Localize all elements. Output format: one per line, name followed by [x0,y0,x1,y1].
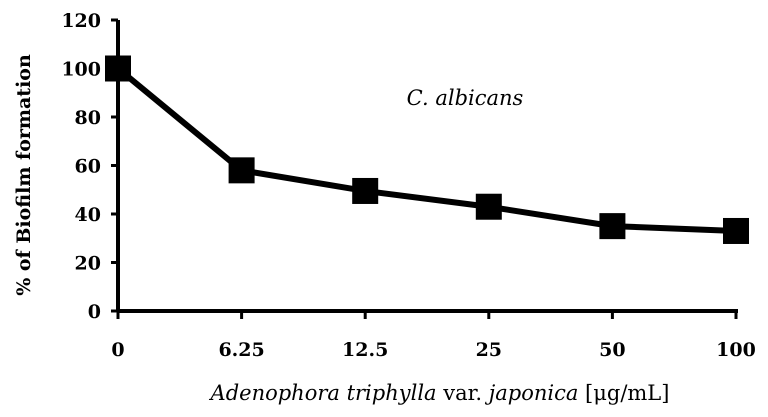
x-axis-label-variety: japonica [485,381,579,405]
x-tick-label: 12.5 [342,339,388,361]
data-point [475,193,502,220]
x-axis-label-species: Adenophora triphylla [209,381,437,405]
y-tick-label: 60 [75,156,101,178]
y-tick-label: 40 [75,204,101,226]
data-point [599,213,626,240]
x-axis-label: Adenophora triphylla var. japonica [μg/m… [209,381,670,405]
series-line [116,66,737,234]
x-tick-label: 25 [476,339,502,361]
axes [111,18,738,319]
data-point [105,55,131,82]
x-tick-label: 100 [716,339,756,361]
y-tick-labels: 0 20 40 60 80 100 120 [61,10,101,323]
x-tick-label: 50 [599,339,625,361]
x-tick-label: 0 [111,339,124,361]
y-tick-label: 120 [61,10,101,32]
data-point [723,217,749,244]
data-point [228,157,255,184]
x-tick-label: 6.25 [218,339,264,361]
x-axis-label-var: var. [437,381,489,405]
y-tick-label: 100 [61,59,101,81]
y-tick-label: 0 [88,301,101,323]
x-tick-labels: 0 6.25 12.5 25 50 100 [111,339,755,361]
x-axis-label-unit: [μg/mL] [578,381,669,405]
annotation-organism: C. albicans [407,86,524,110]
y-tick-label: 20 [75,253,101,275]
data-point [352,177,379,204]
y-axis-label: % of Biofilm formation [13,54,35,296]
series [105,55,749,244]
y-tick-label: 80 [75,107,101,129]
